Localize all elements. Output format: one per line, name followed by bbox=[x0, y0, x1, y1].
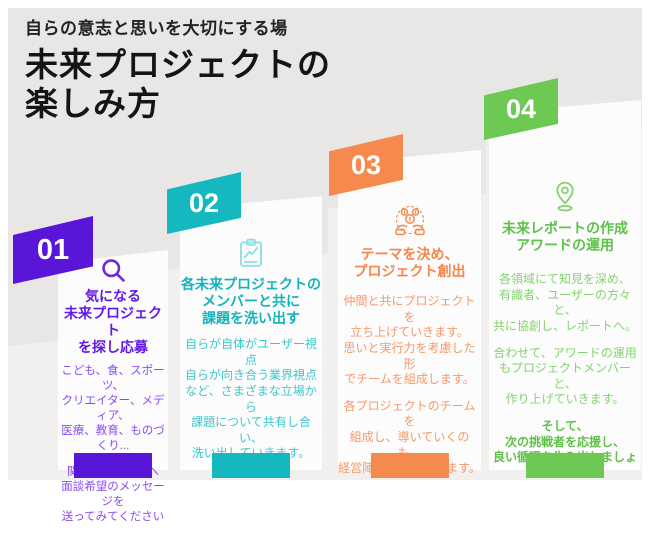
step-4: 04 未来レポートの作成 アワードの運用 各領域にて知見を深め、 有識者、ユーザ… bbox=[484, 78, 641, 480]
step-4-paragraph: 各領域にて知見を深め、 有識者、ユーザーの方々と、 共に協創し、レポートへ。 bbox=[492, 272, 637, 333]
step-1-paragraph: こども、食、スポーツ、 クリエイター、メディア、 医療、教育、ものづくり... bbox=[61, 365, 165, 452]
step-3: 03 テーマを決め、 プロジェクト創出 bbox=[329, 134, 481, 478]
step-3-paragraph: 仲間と共にプロジェクトを 立ち上げていきます。 思いと実行力を考慮した形 でチー… bbox=[343, 294, 476, 387]
step-1-card bbox=[58, 250, 168, 470]
search-icon bbox=[99, 256, 127, 284]
step-2-paragraph: 自らが自体がユーザー視点 自らが向き合う業界視点 など、さまざまな立場から 課題… bbox=[184, 337, 317, 460]
step-1-number: 01 bbox=[36, 233, 70, 266]
step-3-color-bar bbox=[370, 453, 449, 478]
step-4-heading: 未来レポートの作成 アワードの運用 bbox=[502, 220, 628, 254]
team-creation-icon bbox=[391, 204, 429, 238]
step-2-color-bar bbox=[212, 453, 290, 478]
step-4-number: 04 bbox=[505, 93, 537, 124]
slide-header: 自らの意志と思いを大切にする場 未来プロジェクトの 楽しみ方 bbox=[25, 14, 331, 124]
infographic-slide: 自らの意志と思いを大切にする場 未来プロジェクトの 楽しみ方 01 気になる 未… bbox=[8, 8, 642, 523]
step-4-color-bar bbox=[526, 453, 604, 478]
step-4-paragraph: 合わせて、アワードの運用 もプロジェクトメンバーと、 作り上げていきます。 bbox=[493, 345, 637, 407]
step-3-number: 03 bbox=[350, 149, 382, 180]
page-title: 未来プロジェクトの 楽しみ方 bbox=[25, 46, 331, 122]
step-1-color-bar bbox=[74, 453, 152, 478]
step-1: 01 気になる 未来プロジェクト を探し応募 こども、食、スポーツ、 クリエイタ… bbox=[13, 216, 168, 523]
page-subtitle: 自らの意志と思いを大切にする場 bbox=[25, 19, 288, 38]
step-3-heading: テーマを決め、 プロジェクト創出 bbox=[353, 246, 466, 280]
clipboard-chart-icon bbox=[237, 238, 265, 268]
step-2-number: 02 bbox=[188, 187, 220, 218]
step-4-card bbox=[489, 100, 641, 470]
step-1-heading: 気になる 未来プロジェクト を探し応募 bbox=[64, 288, 162, 356]
step-2: 02 各未来プロジェクトの メンバーと共に 課題を洗い出す 自らが自体がユーザー… bbox=[167, 172, 322, 478]
step-3-card bbox=[338, 150, 481, 470]
step-2-heading: 各未来プロジェクトの メンバーと共に 課題を洗い出す bbox=[181, 276, 321, 327]
location-pin-icon bbox=[552, 180, 578, 212]
